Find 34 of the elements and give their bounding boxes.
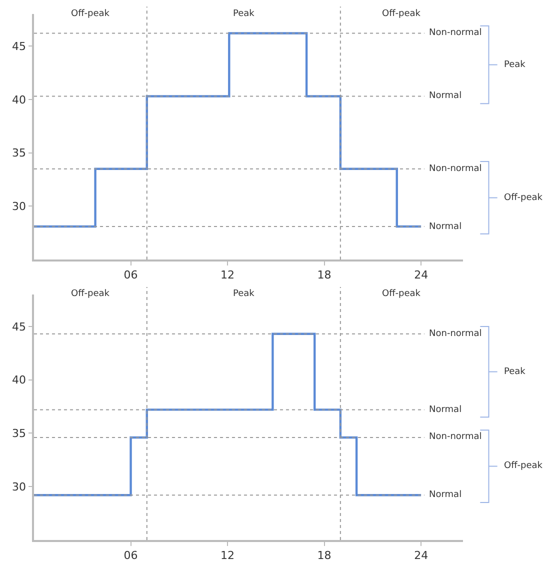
y-tick-label: 45 <box>12 320 26 334</box>
x-tick-label: 12 <box>220 268 235 282</box>
y-tick-label: 35 <box>12 427 26 440</box>
ref-line-label: Normal <box>429 405 462 415</box>
annotation: Peak <box>233 289 256 299</box>
annotation: Off-peak <box>71 9 110 19</box>
ref-line-label: Normal <box>429 490 462 500</box>
y-tick-label: 30 <box>12 480 26 494</box>
y-tick-label: 45 <box>12 40 26 53</box>
y-tick-label: 40 <box>12 93 26 106</box>
text: Off-peak <box>504 461 544 471</box>
x-tick-label: 24 <box>414 548 428 562</box>
x-tick-label: 24 <box>414 268 428 282</box>
annotation: Off-peak <box>71 289 110 299</box>
annotation: Off-peak <box>382 289 422 299</box>
x-tick-label: 06 <box>124 268 138 282</box>
ref-line-label: Non-normal <box>429 432 482 442</box>
annotation: Off-peak <box>382 9 422 19</box>
x-tick-label: 18 <box>317 268 332 282</box>
text: Peak <box>504 60 526 70</box>
text: Peak <box>504 367 526 377</box>
y-tick-label: 30 <box>12 200 26 214</box>
ref-line-label: Normal <box>429 222 462 232</box>
ref-line-label: Non-normal <box>429 329 482 339</box>
x-tick-label: 12 <box>220 548 235 562</box>
ref-line-label: Normal <box>429 91 462 101</box>
ref-line-label: Non-normal <box>429 164 482 174</box>
x-tick-label: 18 <box>317 548 332 562</box>
y-tick-label: 40 <box>12 374 26 387</box>
text: Off-peak <box>504 193 544 203</box>
annotation: Peak <box>233 9 256 19</box>
x-tick-label: 06 <box>124 548 138 562</box>
ref-line-label: Non-normal <box>429 28 482 38</box>
y-tick-label: 35 <box>12 146 26 160</box>
